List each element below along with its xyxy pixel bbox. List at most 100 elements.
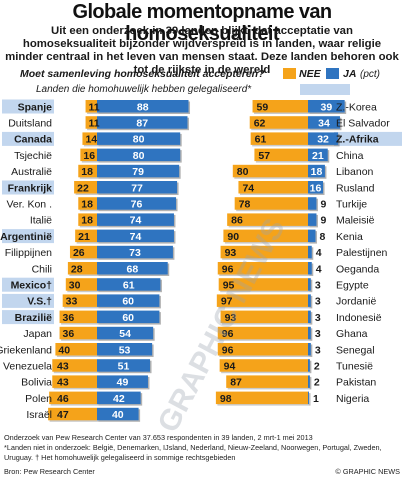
right-ja-bar-shadow [309, 344, 313, 357]
right-ja-bar [308, 343, 311, 356]
right-nee-value: 96 [222, 344, 234, 356]
left-nee-value: 16 [83, 150, 95, 162]
right-country-label: Oeganda [336, 263, 379, 275]
left-ja-value: 60 [122, 312, 134, 324]
left-ja-value: 49 [117, 377, 129, 389]
left-ja-bar [97, 278, 161, 291]
right-ja-value: 3 [315, 296, 321, 308]
left-nee-bar [74, 181, 97, 194]
right-ja-bar [308, 229, 316, 243]
left-ja-value: 40 [112, 409, 124, 421]
right-ja-bar [308, 375, 310, 388]
right-ja-bar [308, 294, 311, 307]
right-country-label: China [336, 150, 364, 162]
left-ja-bar [97, 148, 181, 162]
left-country-label: Spanje [18, 101, 53, 113]
right-nee-bar [249, 116, 308, 129]
right-nee-bar [232, 164, 308, 178]
right-ja-bar-shadow [309, 312, 313, 325]
right-nee-value: 96 [222, 263, 234, 275]
footnote-not-surveyed: *Landen niet in onderzoek: België, Denem… [4, 443, 382, 462]
left-legal-highlight [2, 310, 54, 325]
left-ja-bar [97, 116, 188, 129]
left-ja-bar [97, 100, 189, 113]
left-nee-bar [55, 343, 97, 356]
right-country-label: Maleisië [336, 215, 375, 227]
right-nee-bar [223, 229, 308, 243]
left-country-label: Brazilië [15, 312, 53, 324]
left-nee-value: 18 [81, 198, 93, 210]
left-ja-value: 53 [119, 344, 131, 356]
left-legal-highlight [2, 277, 54, 292]
right-ja-value: 4 [316, 263, 322, 275]
left-ja-bar [97, 343, 153, 356]
right-ja-value: 3 [315, 344, 321, 356]
left-nee-value: 28 [71, 263, 83, 275]
right-nee-bar [226, 375, 308, 388]
right-nee-bar [217, 326, 308, 340]
left-nee-value: 43 [57, 360, 69, 372]
right-ja-bar-shadow [309, 328, 313, 341]
left-country-label: Japan [23, 328, 52, 340]
left-nee-bar [52, 375, 97, 388]
left-nee-bar [78, 213, 97, 226]
right-country-label: Rusland [336, 182, 375, 194]
right-nee-value: 97 [221, 296, 233, 308]
right-ja-value: 21 [312, 150, 324, 162]
right-nee-value: 93 [225, 247, 237, 259]
right-ja-bar [308, 197, 317, 210]
right-nee-value: 80 [237, 166, 249, 178]
left-ja-bar [97, 359, 151, 372]
right-country-label: Tunesië [336, 360, 373, 372]
right-ja-bar-shadow [309, 295, 313, 309]
left-nee-bar [85, 100, 97, 113]
right-ja-bar [308, 100, 345, 113]
right-nee-bar [254, 148, 308, 162]
right-ja-value: 3 [315, 328, 321, 340]
right-country-label: Z.-Afrika [336, 134, 379, 146]
left-nee-value: 30 [69, 279, 81, 291]
right-ja-value: 4 [316, 247, 322, 259]
left-legal-highlight [2, 180, 54, 195]
right-ja-bar [308, 278, 311, 291]
legal-legend-label: Landen die homohuwelijk hebben gelegalis… [36, 84, 252, 95]
right-ja-value: 9 [320, 198, 326, 210]
left-ja-bar [97, 407, 139, 421]
legend: Moet samenleving homoseksualiteit accept… [20, 68, 380, 95]
left-nee-value: 46 [57, 393, 69, 405]
right-country-label: Indonesië [336, 312, 382, 324]
right-ja-value: 8 [320, 231, 326, 243]
left-country-label: Filippijnen [5, 247, 52, 259]
legend-unit-label: (pct) [360, 69, 380, 80]
right-nee-bar [234, 197, 308, 210]
left-ja-value: 77 [131, 182, 143, 194]
right-nee-value: 61 [255, 134, 267, 146]
right-nee-bar [216, 294, 308, 307]
left-ja-bar [97, 164, 180, 178]
right-ja-value: 2 [314, 377, 320, 389]
right-ja-value: 3 [315, 312, 321, 324]
right-ja-bar [308, 116, 340, 129]
right-nee-bar [250, 132, 308, 145]
left-ja-value: 80 [133, 150, 145, 162]
left-nee-bar [52, 359, 97, 372]
page-title: Globale momentopname van homoseksualitei… [72, 1, 333, 45]
right-nee-bar [217, 262, 308, 275]
left-country-label: Frankrijk [8, 182, 53, 194]
right-nee-value: 93 [225, 312, 237, 324]
right-ja-bar [308, 359, 310, 372]
left-country-label: Bolivia [21, 377, 52, 389]
right-ja-bar [308, 326, 311, 340]
left-nee-value: 21 [78, 231, 90, 243]
left-ja-value: 60 [122, 296, 134, 308]
left-nee-value: 11 [89, 117, 100, 129]
right-ja-bar [308, 181, 324, 194]
right-nee-value: 57 [258, 150, 270, 162]
left-nee-value: 14 [85, 134, 97, 146]
left-ja-bar [97, 245, 173, 259]
left-country-label: Polen [25, 393, 52, 405]
left-ja-bar [97, 132, 181, 145]
right-nee-bar [220, 310, 308, 324]
right-nee-value: 98 [220, 393, 232, 405]
